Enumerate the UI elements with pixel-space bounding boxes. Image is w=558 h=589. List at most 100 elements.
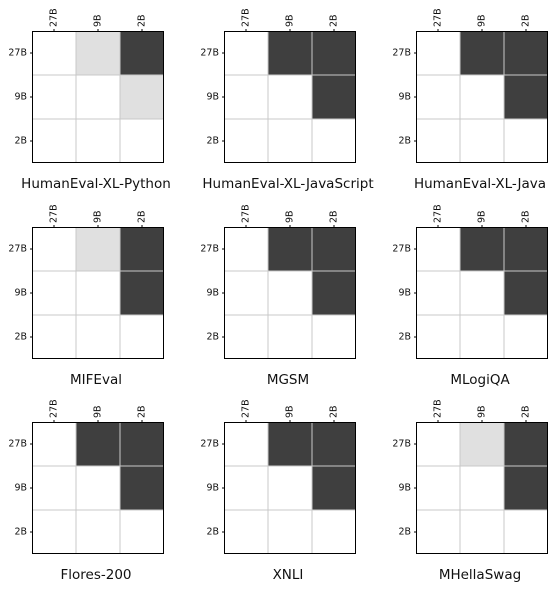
row-tick-label: 27B xyxy=(200,439,219,450)
heatmap-cell xyxy=(224,119,268,163)
heatmap-cell xyxy=(312,119,356,163)
heatmap-cell xyxy=(416,227,460,271)
heatmap-cell xyxy=(504,227,548,271)
panel-frame xyxy=(224,31,356,163)
column-tick-label: 9B xyxy=(285,405,296,418)
heatmap-cell xyxy=(312,315,356,359)
column-tick-label: 2B xyxy=(521,14,532,27)
heatmap-cell xyxy=(268,75,312,119)
heatmap-cell xyxy=(416,510,460,554)
heatmap-cell xyxy=(504,271,548,315)
heatmap-cell xyxy=(32,466,76,510)
heatmap-cell xyxy=(460,75,504,119)
column-tick-label: 27B xyxy=(241,8,252,27)
heatmap-panel: 27B 9B 2B 27B 9B 2B MGSM xyxy=(200,204,356,388)
heatmap-cell xyxy=(416,466,460,510)
panel-title: XNLI xyxy=(273,567,304,583)
row-tick-label: 9B xyxy=(206,288,219,299)
heatmap-cell xyxy=(120,31,164,75)
row-tick-label: 27B xyxy=(8,439,27,450)
heatmap-cell xyxy=(120,422,164,466)
heatmap-cell xyxy=(312,510,356,554)
heatmap-cell xyxy=(268,271,312,315)
heatmap-panel: 27B 9B 2B 27B 9B 2B MLogiQA xyxy=(392,204,548,388)
heatmap-cell xyxy=(460,315,504,359)
heatmap-cell xyxy=(416,315,460,359)
column-tick-label: 9B xyxy=(93,210,104,223)
heatmap-cell xyxy=(32,315,76,359)
heatmap-cell xyxy=(120,510,164,554)
heatmap-cell xyxy=(504,75,548,119)
heatmap-panel: 27B 9B 2B 27B 9B 2B Flores-200 xyxy=(8,399,164,583)
column-tick-label: 2B xyxy=(137,14,148,27)
heatmap-cell xyxy=(120,315,164,359)
row-tick-label: 27B xyxy=(200,48,219,59)
column-tick-label: 2B xyxy=(137,405,148,418)
heatmap-cell xyxy=(224,422,268,466)
heatmap-cell xyxy=(312,227,356,271)
heatmap-cell xyxy=(224,227,268,271)
column-tick-label: 27B xyxy=(49,8,60,27)
heatmap-cell xyxy=(76,466,120,510)
heatmap-cell xyxy=(312,422,356,466)
heatmap-cell xyxy=(460,227,504,271)
row-tick-label: 2B xyxy=(398,527,411,538)
heatmap-cell xyxy=(416,271,460,315)
heatmap-cell xyxy=(224,466,268,510)
heatmap-cell xyxy=(120,75,164,119)
panel-title: HumanEval-XL-JavaScript xyxy=(202,176,373,192)
row-tick-label: 9B xyxy=(206,92,219,103)
heatmap-cell xyxy=(76,315,120,359)
panel-title: Flores-200 xyxy=(60,567,131,583)
heatmap-cell xyxy=(268,422,312,466)
panel-title: MHellaSwag xyxy=(439,567,521,583)
column-tick-label: 9B xyxy=(285,14,296,27)
column-tick-label: 9B xyxy=(477,14,488,27)
heatmap-cell xyxy=(32,227,76,271)
heatmap-cell xyxy=(120,271,164,315)
heatmap-cell xyxy=(504,31,548,75)
row-tick-label: 9B xyxy=(398,92,411,103)
heatmap-panel: 27B 9B 2B 27B 9B 2B HumanEval-XL-JavaScript xyxy=(200,8,373,192)
heatmap-cell xyxy=(504,315,548,359)
heatmap-cell xyxy=(224,510,268,554)
heatmap-cell xyxy=(32,119,76,163)
heatmap-cell xyxy=(32,271,76,315)
heatmap-cell xyxy=(268,510,312,554)
column-tick-label: 27B xyxy=(49,399,60,418)
row-tick-label: 2B xyxy=(398,332,411,343)
row-tick-label: 27B xyxy=(200,244,219,255)
panel-title: MGSM xyxy=(267,372,309,388)
heatmap-cell xyxy=(460,510,504,554)
row-tick-label: 27B xyxy=(392,439,411,450)
row-tick-label: 2B xyxy=(14,136,27,147)
heatmap-cell xyxy=(76,75,120,119)
column-tick-label: 9B xyxy=(477,405,488,418)
heatmap-cell xyxy=(120,466,164,510)
heatmap-cell xyxy=(224,315,268,359)
panel-frame xyxy=(416,31,548,163)
heatmap-cell xyxy=(120,119,164,163)
column-tick-label: 9B xyxy=(477,210,488,223)
row-tick-label: 9B xyxy=(398,288,411,299)
heatmap-cell xyxy=(32,422,76,466)
heatmap-panel: 27B 9B 2B 27B 9B 2B HumanEval-XL-Python xyxy=(8,8,170,192)
heatmap-cell xyxy=(76,31,120,75)
row-tick-label: 2B xyxy=(14,527,27,538)
panel-title: HumanEval-XL-Java xyxy=(414,176,546,192)
heatmap-cell xyxy=(460,119,504,163)
row-tick-label: 9B xyxy=(14,92,27,103)
column-tick-label: 2B xyxy=(329,14,340,27)
heatmap-cell xyxy=(32,510,76,554)
column-tick-label: 27B xyxy=(433,399,444,418)
heatmap-cell xyxy=(416,119,460,163)
column-tick-label: 27B xyxy=(433,8,444,27)
heatmap-cell xyxy=(268,119,312,163)
heatmap-cell xyxy=(268,315,312,359)
panel-frame xyxy=(416,422,548,554)
heatmap-cell xyxy=(76,510,120,554)
heatmap-panel: 27B 9B 2B 27B 9B 2B HumanEval-XL-Java xyxy=(392,8,548,192)
heatmap-panel: 27B 9B 2B 27B 9B 2B XNLI xyxy=(200,399,356,583)
